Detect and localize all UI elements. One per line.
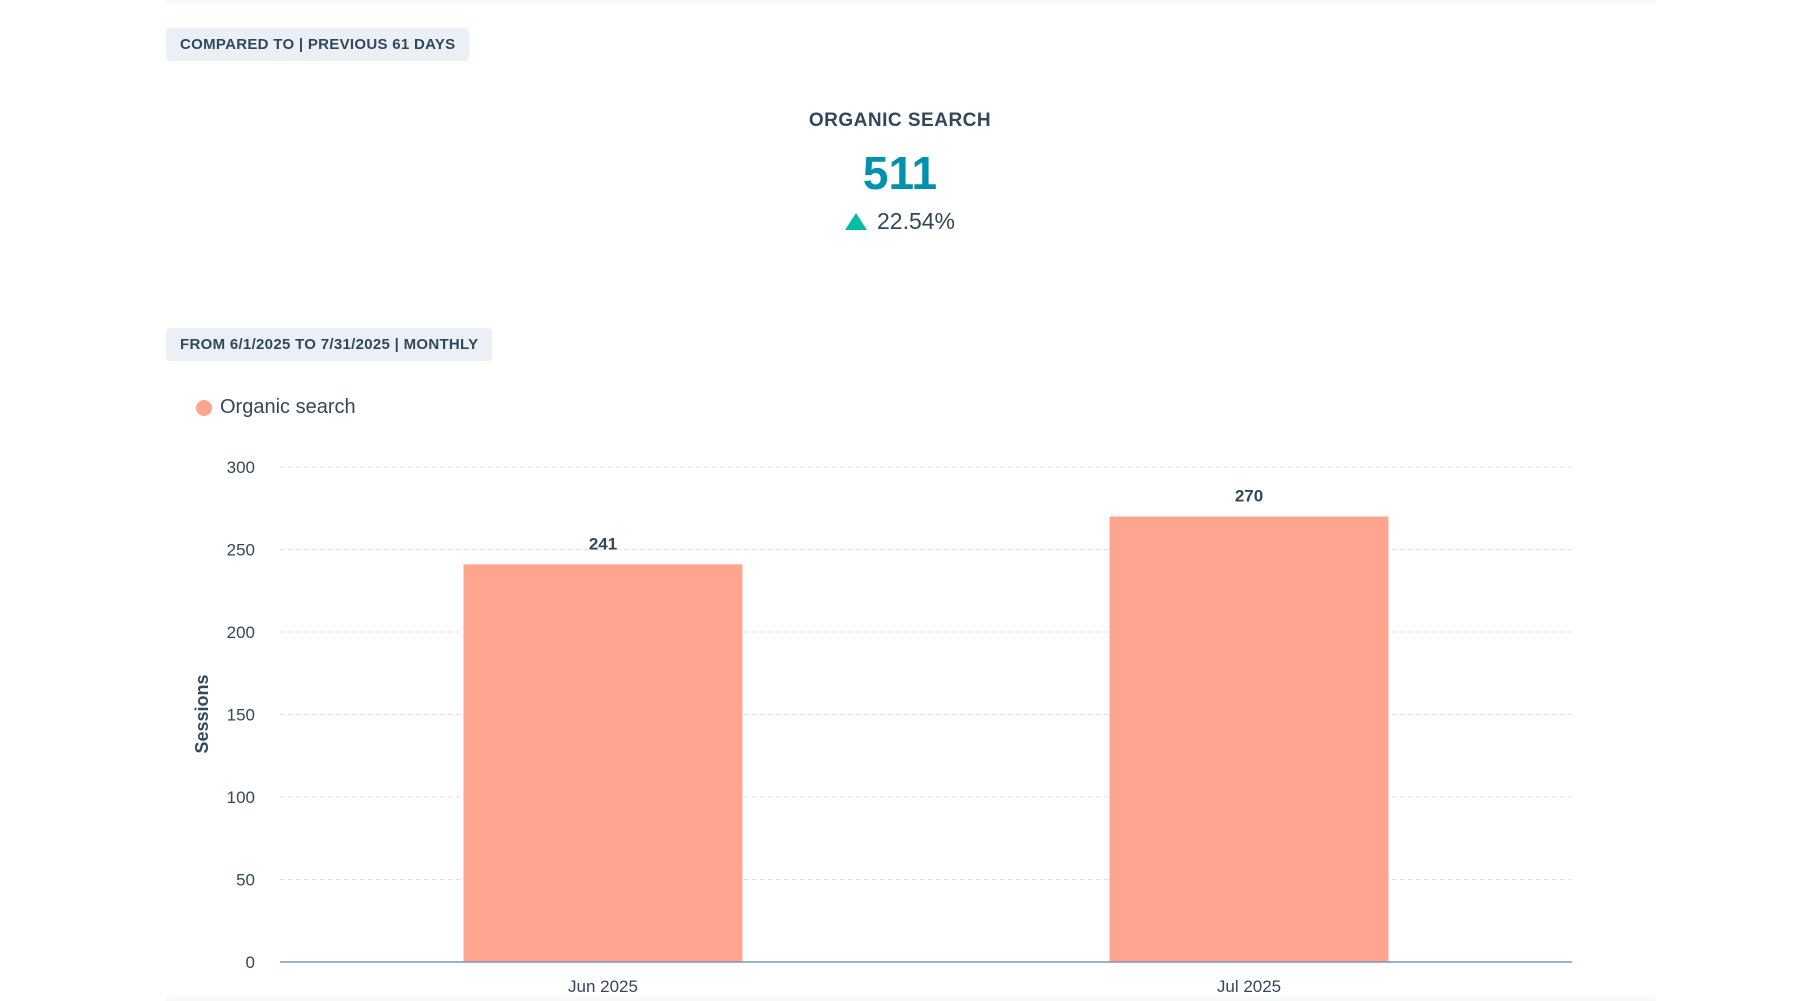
y-tick-label: 50 (236, 871, 255, 890)
kpi-value: 511 (862, 147, 938, 199)
date-range-badge: FROM 6/1/2025 TO 7/31/2025 | MONTHLY (166, 328, 493, 361)
y-tick-label: 300 (227, 458, 255, 477)
kpi-title: ORGANIC SEARCH (808, 110, 992, 131)
y-axis-label: Sessions (192, 674, 212, 753)
comparison-badge: COMPARED TO | PREVIOUS 61 DAYS (166, 28, 470, 61)
kpi-change: 22.54% (0, 208, 1800, 235)
legend-label: Organic search (220, 396, 356, 418)
x-tick-label: Jul 2025 (1217, 977, 1281, 996)
y-tick-label: 250 (227, 541, 255, 560)
bar-data-label: 270 (1235, 487, 1263, 506)
legend: Organic search (196, 396, 356, 419)
bar-data-label: 241 (589, 534, 617, 553)
x-tick-label: Jun 2025 (568, 977, 638, 996)
card-bottom-edge (166, 993, 1656, 1001)
bar (463, 564, 743, 962)
y-tick-label: 0 (246, 953, 255, 972)
y-tick-label: 200 (227, 623, 255, 642)
y-tick-label: 150 (227, 706, 255, 725)
triangle-up-icon (844, 213, 867, 230)
legend-dot-icon (196, 399, 212, 416)
bar (1109, 516, 1389, 962)
card-top-edge (166, 0, 1656, 6)
kpi-change-value: 22.54% (876, 208, 955, 234)
y-tick-label: 100 (227, 788, 255, 807)
